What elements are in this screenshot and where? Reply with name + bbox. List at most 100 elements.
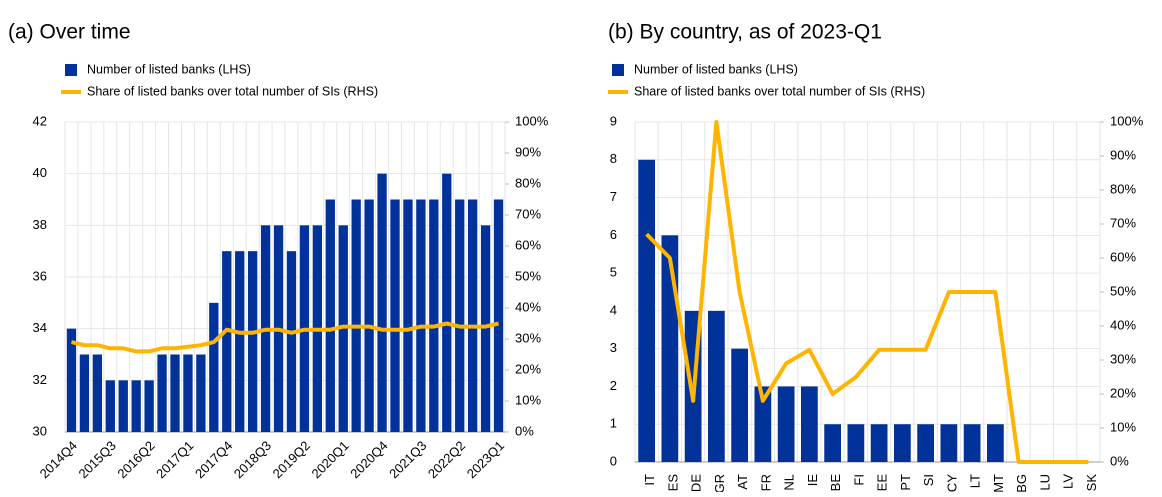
x-tick-label: GR: [712, 474, 727, 492]
y2-tick-label: 0%: [1110, 453, 1129, 468]
y2-tick-label: 90%: [515, 144, 541, 159]
bar: [870, 424, 888, 462]
bar: [144, 380, 154, 432]
y2-tick-label: 50%: [1110, 283, 1136, 298]
bar: [403, 199, 413, 432]
bar: [235, 251, 245, 432]
bar: [801, 386, 818, 462]
bar: [209, 302, 219, 432]
y2-tick-label: 30%: [1110, 351, 1136, 366]
x-tick-label: 2019Q2: [270, 438, 313, 481]
bar: [105, 380, 115, 432]
y2-tick-label: 20%: [1110, 385, 1136, 400]
y-tick-label: 2: [610, 378, 617, 393]
bar: [79, 354, 90, 432]
x-tick-label: 2015Q3: [76, 438, 119, 481]
y-tick-label: 42: [33, 113, 47, 128]
y2-tick-label: 100%: [515, 113, 549, 128]
bar: [754, 386, 772, 462]
y-tick-label: 34: [33, 320, 47, 335]
x-tick-label: EE: [875, 474, 890, 492]
bar: [847, 424, 865, 462]
bar: [638, 159, 655, 462]
bar: [777, 386, 795, 462]
bar: [442, 173, 452, 432]
x-tick-label: 2017Q1: [153, 438, 196, 481]
x-tick-label: 2022Q2: [425, 438, 468, 481]
bar: [416, 199, 426, 432]
x-tick-label: LV: [1061, 474, 1076, 489]
x-tick-label: ES: [665, 474, 680, 492]
y-tick-label: 0: [610, 453, 617, 468]
x-tick-label: IT: [642, 474, 657, 486]
y2-tick-label: 50%: [515, 268, 541, 283]
bar: [824, 424, 841, 462]
bar: [390, 199, 400, 432]
x-tick-label: 2020Q4: [347, 438, 390, 481]
bar: [708, 310, 725, 462]
x-tick-label: CY: [944, 474, 959, 492]
bar: [286, 251, 297, 432]
bar: [157, 354, 167, 432]
x-tick-label: 2021Q3: [386, 438, 429, 481]
y2-tick-label: 10%: [515, 392, 541, 407]
y-tick-label: 1: [610, 416, 617, 431]
bar: [480, 225, 491, 432]
bar: [467, 199, 478, 432]
legend-swatch: [65, 64, 77, 76]
y2-tick-label: 20%: [515, 361, 541, 376]
y-tick-label: 32: [33, 372, 47, 387]
bar: [222, 251, 232, 432]
x-tick-label: LU: [1037, 474, 1052, 491]
legend-label: Number of listed banks (LHS): [634, 62, 798, 76]
y-tick-label: 8: [610, 151, 617, 166]
bar: [131, 380, 141, 432]
bar: [351, 199, 361, 432]
y-tick-label: 40: [33, 165, 47, 180]
y-tick-label: 4: [610, 302, 617, 317]
bar: [894, 424, 911, 462]
x-tick-label: IE: [805, 474, 820, 487]
y2-tick-label: 80%: [1110, 181, 1136, 196]
y-tick-label: 36: [33, 268, 47, 283]
line: [645, 120, 1089, 464]
x-tick-label: FR: [758, 474, 773, 491]
y2-tick-label: 40%: [1110, 317, 1136, 332]
y-tick-label: 30: [33, 423, 47, 438]
y-tick-label: 7: [610, 189, 617, 204]
bar: [66, 328, 77, 432]
y2-tick-label: 80%: [515, 175, 541, 190]
bar: [118, 380, 128, 432]
bar: [987, 424, 1004, 462]
bar: [455, 199, 465, 432]
x-tick-label: AT: [735, 474, 750, 490]
bar: [963, 424, 981, 462]
x-tick-label: 2014Q4: [37, 438, 80, 481]
bar: [183, 354, 193, 432]
y2-tick-label: 70%: [1110, 215, 1136, 230]
line: [71, 321, 499, 354]
bar: [170, 354, 180, 432]
x-tick-label: BG: [1014, 474, 1029, 492]
y2-tick-label: 30%: [515, 330, 541, 345]
bar: [377, 173, 387, 432]
x-tick-label: 2023Q1: [464, 438, 507, 481]
bar: [731, 348, 748, 462]
legend-label: Share of listed banks over total number …: [87, 84, 378, 98]
bar: [364, 199, 374, 432]
y2-tick-label: 70%: [515, 206, 541, 221]
x-tick-label: PT: [898, 474, 913, 491]
x-tick-label: MT: [991, 474, 1006, 492]
y2-tick-label: 0%: [515, 423, 534, 438]
bar: [196, 354, 206, 432]
y2-tick-label: 60%: [515, 237, 541, 252]
bar: [493, 199, 504, 432]
legend-label: Share of listed banks over total number …: [634, 84, 925, 98]
bar: [338, 225, 348, 432]
x-tick-label: 2020Q1: [308, 438, 351, 481]
legend-label: Number of listed banks (LHS): [87, 62, 251, 76]
x-tick-label: 2017Q4: [192, 438, 235, 481]
x-tick-label: SK: [1084, 474, 1099, 492]
legend-swatch: [612, 64, 624, 76]
